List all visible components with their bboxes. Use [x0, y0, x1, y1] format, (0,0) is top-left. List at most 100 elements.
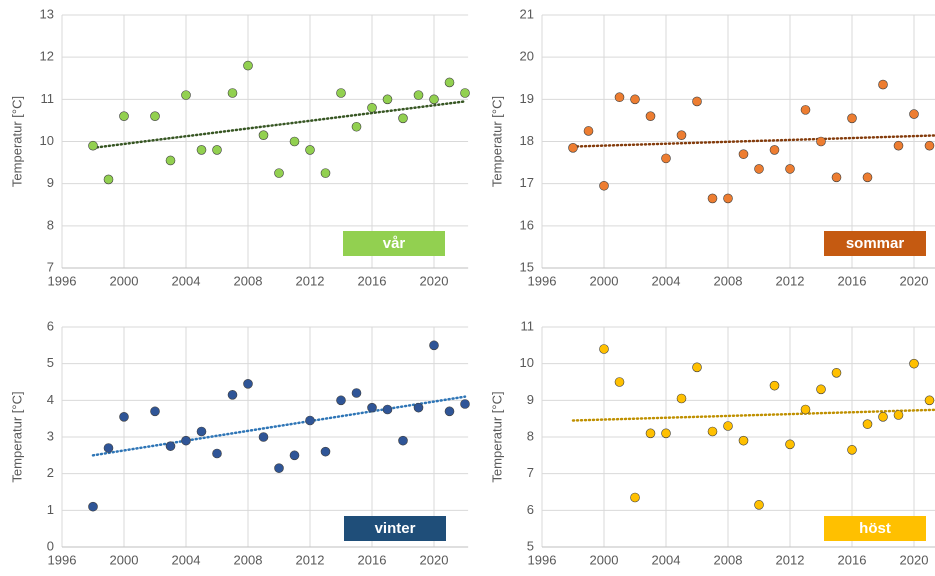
y-tick-label: 6	[47, 318, 54, 333]
point	[878, 79, 888, 90]
panel-label: höst	[859, 520, 891, 537]
trend-line	[91, 100, 467, 150]
point	[878, 412, 888, 422]
point	[165, 155, 176, 166]
x-tick-label: 2016	[358, 273, 387, 288]
y-tick-label: 17	[520, 175, 534, 190]
y-tick-label: 5	[527, 538, 534, 553]
point	[661, 153, 671, 164]
label-box	[824, 516, 926, 541]
point	[320, 446, 331, 457]
y-tick-label: 1	[47, 502, 54, 517]
point	[413, 90, 424, 100]
panel-label: vinter	[375, 520, 416, 537]
point	[614, 377, 625, 387]
point	[336, 88, 346, 98]
point	[103, 443, 114, 453]
x-tick-label: 2020	[900, 552, 929, 567]
point	[599, 344, 609, 354]
point	[119, 111, 129, 121]
point	[196, 426, 207, 437]
point	[150, 406, 160, 417]
point	[88, 501, 98, 512]
point	[367, 102, 377, 113]
point	[599, 180, 609, 191]
y-tick-label: 7	[527, 465, 534, 480]
y-axis-label: Temperatur [°C]	[489, 96, 504, 187]
x-tick-label: 2012	[776, 552, 805, 567]
point	[227, 390, 238, 400]
y-axis-label: Temperatur [°C]	[9, 96, 24, 187]
point	[816, 384, 826, 395]
point	[150, 111, 160, 121]
x-tick-label: 2012	[296, 273, 325, 288]
point	[630, 492, 640, 503]
point	[181, 90, 191, 100]
x-tick-label: 1996	[48, 552, 77, 567]
point	[583, 126, 594, 136]
y-tick-label: 13	[40, 6, 54, 21]
x-tick-label: 2004	[172, 273, 201, 288]
point	[847, 445, 857, 455]
point	[893, 410, 904, 420]
point	[367, 402, 377, 413]
y-tick-label: 5	[47, 355, 54, 370]
point	[909, 358, 919, 369]
x-tick-label: 1996	[528, 273, 557, 288]
y-tick-label: 2	[47, 465, 54, 480]
point	[227, 88, 238, 98]
x-tick-label: 1996	[48, 273, 77, 288]
point	[831, 172, 842, 183]
point	[289, 450, 300, 461]
point	[723, 193, 733, 204]
label-box	[344, 516, 446, 541]
x-tick-label: 2008	[714, 273, 743, 288]
x-tick-label: 2008	[714, 552, 743, 567]
point	[165, 441, 176, 451]
y-tick-label: 8	[527, 428, 534, 443]
point	[800, 404, 811, 415]
point	[769, 145, 780, 155]
y-tick-label: 7	[47, 259, 54, 274]
y-tick-label: 10	[520, 355, 534, 370]
point	[692, 96, 702, 107]
x-tick-label: 2004	[652, 273, 681, 288]
point	[785, 439, 795, 450]
x-tick-label: 2000	[590, 273, 619, 288]
point	[212, 448, 222, 459]
point	[429, 94, 439, 105]
point	[429, 340, 439, 351]
label-box	[343, 231, 445, 256]
y-tick-label: 11	[521, 318, 535, 333]
point	[351, 388, 362, 398]
point	[289, 136, 300, 147]
y-tick-label: 4	[47, 392, 54, 407]
y-tick-label: 16	[520, 217, 534, 232]
point	[320, 168, 331, 178]
x-tick-label: 2000	[590, 552, 619, 567]
point	[723, 421, 733, 431]
y-axis-label: Temperatur [°C]	[489, 391, 504, 482]
y-tick-label: 20	[520, 49, 534, 64]
y-tick-label: 9	[527, 392, 534, 407]
x-tick-label: 2008	[234, 273, 263, 288]
point	[707, 426, 718, 437]
point	[924, 140, 935, 151]
point	[398, 435, 408, 446]
point	[119, 412, 129, 422]
y-tick-label: 3	[47, 428, 54, 443]
point	[382, 404, 393, 415]
point	[305, 415, 315, 426]
point	[413, 402, 424, 413]
y-tick-label: 18	[520, 133, 534, 148]
point	[909, 109, 919, 119]
point	[88, 140, 98, 151]
y-tick-label: 9	[47, 175, 54, 190]
x-tick-label: 2020	[420, 552, 449, 567]
x-tick-label: 2016	[838, 273, 867, 288]
panel-label: sommar	[846, 235, 905, 252]
point	[212, 145, 222, 155]
x-tick-label: 2012	[776, 273, 805, 288]
point	[460, 399, 470, 409]
